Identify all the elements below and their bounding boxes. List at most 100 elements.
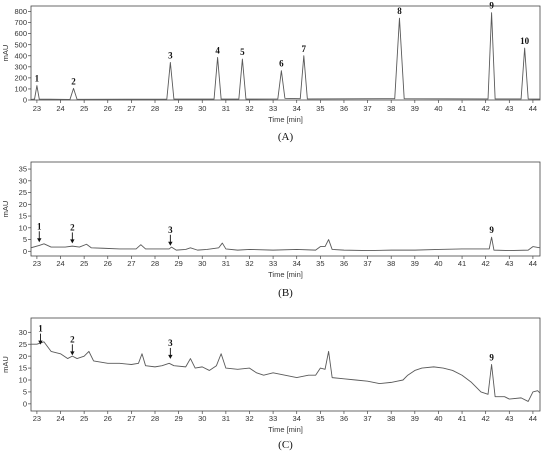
peak-arrow-head: [37, 238, 42, 243]
x-tick-label: 38: [387, 259, 395, 268]
x-tick-label: 28: [151, 259, 159, 268]
x-tick-label: 31: [222, 104, 230, 113]
x-tick-label: 40: [434, 104, 442, 113]
plot-frame: [30, 161, 541, 257]
y-tick-label: 200: [14, 73, 27, 82]
x-tick-label: 27: [127, 414, 135, 423]
x-tick-label: 35: [316, 104, 324, 113]
x-tick-label: 39: [411, 414, 419, 423]
panel-label: (B): [278, 287, 293, 299]
peak-arrow-head: [38, 340, 43, 345]
x-tick-label: 34: [293, 259, 301, 268]
x-tick-label: 23: [33, 259, 41, 268]
peak-label: 1: [38, 324, 43, 334]
y-tick-label: 0: [23, 96, 27, 105]
x-tick-label: 33: [269, 104, 277, 113]
y-tick-label: 20: [19, 352, 27, 361]
x-tick-label: 29: [174, 414, 182, 423]
x-tick-label: 38: [387, 414, 395, 423]
x-tick-label: 43: [505, 414, 513, 423]
x-tick-label: 27: [127, 104, 135, 113]
x-tick-label: 29: [174, 259, 182, 268]
y-tick-label: 0: [23, 247, 27, 256]
x-tick-label: 43: [505, 104, 513, 113]
peak-label: 2: [70, 222, 75, 232]
x-tick-label: 38: [387, 104, 395, 113]
y-axis-label: mAU: [1, 45, 10, 62]
y-tick-label: 25: [19, 188, 27, 197]
peak-arrow-head: [70, 239, 75, 244]
x-tick-label: 30: [198, 104, 206, 113]
y-axis-label: mAU: [1, 356, 10, 373]
x-tick-label: 39: [411, 104, 419, 113]
chromatogram-trace: [31, 341, 540, 402]
x-tick-label: 44: [529, 104, 537, 113]
x-tick-label: 41: [458, 414, 466, 423]
peak-label: 10: [520, 36, 530, 46]
y-tick-label: 600: [14, 29, 27, 38]
x-tick-label: 26: [104, 259, 112, 268]
x-tick-label: 24: [56, 259, 64, 268]
x-tick-label: 41: [458, 104, 466, 113]
x-axis-label: Time [min]: [268, 425, 303, 434]
x-tick-label: 40: [434, 414, 442, 423]
x-tick-label: 41: [458, 259, 466, 268]
peak-label: 9: [489, 225, 494, 235]
x-tick-label: 31: [222, 259, 230, 268]
x-tick-label: 27: [127, 259, 135, 268]
x-axis-label: Time [min]: [268, 270, 303, 279]
x-tick-label: 40: [434, 259, 442, 268]
x-tick-label: 24: [56, 104, 64, 113]
y-tick-label: 500: [14, 40, 27, 49]
y-tick-label: 700: [14, 18, 27, 27]
x-tick-label: 42: [482, 259, 490, 268]
panel-label: (A): [278, 131, 294, 143]
chromatogram-trace: [31, 12, 540, 100]
peak-label: 1: [35, 74, 40, 84]
x-tick-label: 33: [269, 414, 277, 423]
peak-label: 2: [71, 76, 76, 86]
peak-label: 5: [240, 47, 245, 57]
x-tick-label: 44: [529, 414, 537, 423]
y-tick-label: 10: [19, 223, 27, 232]
x-tick-label: 30: [198, 414, 206, 423]
x-tick-label: 34: [293, 414, 301, 423]
x-tick-label: 37: [363, 104, 371, 113]
x-tick-label: 25: [80, 104, 88, 113]
chromatogram-trace: [31, 236, 540, 252]
x-tick-label: 25: [80, 259, 88, 268]
y-tick-label: 35: [19, 165, 27, 174]
x-tick-label: 36: [340, 414, 348, 423]
x-tick-label: 34: [293, 104, 301, 113]
x-tick-label: 42: [482, 104, 490, 113]
x-tick-label: 31: [222, 414, 230, 423]
peak-label: 2: [70, 334, 75, 344]
peak-arrow-head: [168, 354, 173, 359]
peak-label: 8: [397, 6, 402, 16]
y-tick-label: 30: [19, 176, 27, 185]
y-axis-label: mAU: [1, 201, 10, 218]
y-tick-label: 30: [19, 328, 27, 337]
peak-label: 4: [215, 45, 220, 55]
x-tick-label: 26: [104, 104, 112, 113]
x-tick-label: 32: [245, 259, 253, 268]
x-tick-label: 28: [151, 414, 159, 423]
y-tick-label: 15: [19, 364, 27, 373]
y-tick-label: 0: [23, 399, 27, 408]
peak-label: 7: [302, 44, 307, 54]
y-tick-label: 15: [19, 212, 27, 221]
y-tick-label: 10: [19, 376, 27, 385]
y-tick-label: 100: [14, 85, 27, 94]
peak-arrow-head: [168, 241, 173, 246]
y-tick-label: 800: [14, 7, 27, 16]
x-tick-label: 25: [80, 414, 88, 423]
x-tick-label: 23: [33, 104, 41, 113]
peak-arrow-head: [70, 351, 75, 356]
x-tick-label: 24: [56, 414, 64, 423]
x-tick-label: 32: [245, 104, 253, 113]
x-axis-label: Time [min]: [268, 115, 303, 124]
y-tick-label: 5: [23, 235, 27, 244]
